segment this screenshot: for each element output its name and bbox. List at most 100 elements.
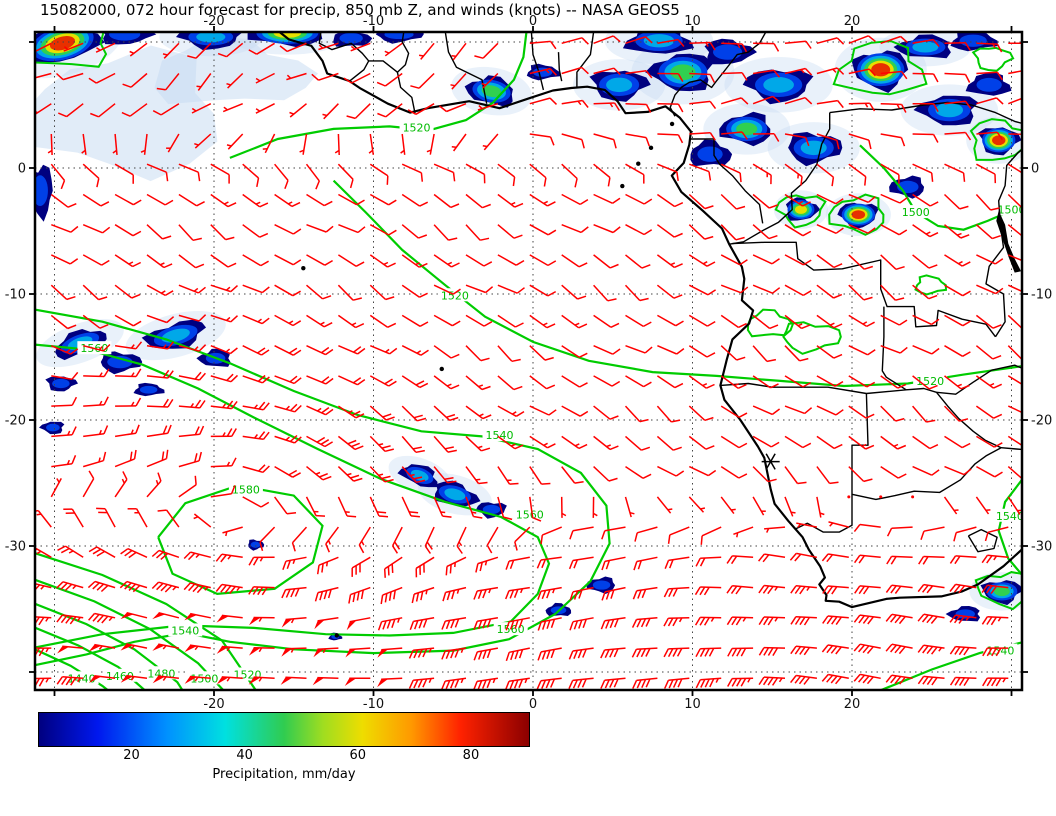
wind-barb — [816, 99, 844, 109]
wind-barb — [726, 616, 754, 626]
wind-barb — [949, 614, 977, 624]
wind-barb — [758, 616, 786, 626]
wind-barb — [337, 435, 364, 451]
wind-barb — [433, 405, 459, 422]
wind-barb — [433, 224, 458, 241]
island-dot — [439, 366, 444, 372]
wind-barb — [281, 647, 307, 657]
contour-label: 1500 — [998, 204, 1026, 217]
height-contour-1580 — [157, 484, 324, 596]
wind-barb — [789, 552, 818, 562]
island-dot — [669, 121, 675, 127]
wind-barb — [944, 254, 971, 267]
wind-barb — [316, 556, 339, 575]
wind-barb — [338, 193, 365, 206]
wind-barb — [593, 284, 617, 302]
wind-barb — [625, 133, 651, 147]
wind-barb — [346, 617, 371, 631]
wind-barb — [529, 375, 556, 390]
wind-barb — [657, 102, 684, 113]
wind-barb — [1007, 435, 1022, 447]
wind-barb — [184, 644, 211, 653]
wind-barb — [210, 284, 239, 293]
wind-barb — [306, 405, 334, 416]
wind-barb — [162, 42, 180, 59]
wind-barb — [976, 435, 1003, 448]
wind-barb — [593, 102, 621, 112]
wind-barb — [593, 35, 621, 45]
wind-barb — [497, 496, 513, 521]
wind-barb — [943, 193, 969, 210]
wind-barb — [337, 466, 363, 482]
wind-barb — [625, 435, 651, 451]
wind-barb — [146, 424, 172, 438]
wind-barb — [784, 435, 812, 449]
wind-barb — [529, 435, 556, 449]
wind-barb — [917, 613, 945, 624]
wind-barb — [401, 224, 428, 239]
wind-barb — [442, 586, 467, 602]
wind-barb — [156, 73, 180, 91]
wind-barb — [222, 103, 243, 113]
wind-barb — [912, 375, 938, 390]
wind-barb — [569, 526, 594, 540]
precip-contour-ring — [782, 321, 842, 355]
wind-barb — [848, 435, 875, 450]
wind-barb — [299, 133, 308, 155]
wind-barb — [816, 37, 845, 45]
wind-barb — [976, 163, 997, 184]
wind-barb — [408, 677, 435, 689]
wind-barb — [656, 375, 684, 389]
wind-barb — [497, 193, 524, 208]
wind-barb — [784, 40, 812, 49]
wind-barb — [114, 449, 137, 468]
wind-barb — [249, 647, 275, 656]
wind-barb — [50, 193, 77, 208]
wind-barb — [537, 647, 562, 661]
wind-barb — [944, 131, 972, 141]
wind-barb — [465, 466, 488, 485]
wind-barb — [700, 526, 722, 545]
wind-barb — [720, 375, 747, 389]
wind-barb — [55, 72, 84, 81]
wind-barb — [561, 345, 588, 358]
wind-barb — [912, 435, 939, 450]
wind-barb — [529, 97, 558, 105]
wind-barb — [248, 556, 275, 566]
wind-barb — [912, 224, 939, 238]
wind-barb — [242, 464, 270, 474]
wind-barb — [314, 586, 339, 602]
wind-barb — [822, 585, 849, 595]
wind-barb — [784, 96, 813, 105]
wind-barb — [529, 67, 557, 76]
wind-barb — [281, 617, 307, 628]
wind-barb — [656, 435, 682, 451]
wind-barb — [688, 435, 715, 450]
country-border — [729, 112, 831, 245]
wind-barb — [210, 400, 238, 410]
wind-barb — [540, 526, 562, 545]
wind-barb — [657, 133, 684, 144]
wind-barb — [561, 375, 588, 388]
wind-barb — [975, 314, 1002, 329]
wind-barb — [847, 495, 851, 499]
wind-barb — [178, 193, 205, 207]
wind-barb — [242, 224, 269, 238]
wind-barb — [720, 405, 748, 418]
wind-barb — [465, 224, 490, 241]
wind-barb — [667, 526, 690, 544]
wind-barb — [433, 466, 457, 484]
colorbar-caption: Precipitation, mm/day — [212, 767, 356, 782]
wind-barb — [368, 133, 375, 155]
wind-barb — [114, 224, 142, 237]
wind-barb — [242, 496, 270, 508]
wind-barb — [695, 556, 722, 567]
wind-barb — [50, 314, 77, 330]
wind-barb — [325, 526, 339, 553]
wind-barb — [657, 345, 685, 355]
wind-barb — [337, 163, 354, 189]
wind-barb — [886, 526, 913, 537]
wind-barb — [912, 72, 939, 83]
wind-barb — [146, 398, 174, 408]
wind-barb — [561, 254, 588, 268]
